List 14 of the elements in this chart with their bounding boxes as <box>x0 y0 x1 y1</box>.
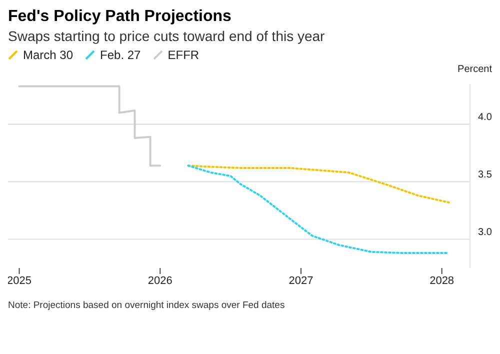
x-tick-label: 2028 <box>430 274 454 287</box>
legend-label: Feb. 27 <box>100 48 141 62</box>
text: Note: Projections based on overnight index swaps over Fed dates <box>8 300 286 311</box>
x-tick-label: 2026 <box>148 274 172 287</box>
x-tick-label: 2027 <box>288 274 314 287</box>
chart-title: Fed's Policy Path Projections <box>8 8 232 26</box>
x-tick-label: 2025 <box>7 274 32 287</box>
y-tick-label: 3.5 <box>478 169 492 180</box>
legend-label: EFFR <box>168 48 200 62</box>
y-tick-label: 3.0 <box>478 226 492 238</box>
legend-label: March 30 <box>23 48 74 62</box>
chart-subtitle: Swaps starting to price cuts toward end of this year <box>8 28 326 44</box>
y-axis-title: Percent <box>458 64 492 75</box>
y-tick-label: 4.0 <box>478 112 492 123</box>
